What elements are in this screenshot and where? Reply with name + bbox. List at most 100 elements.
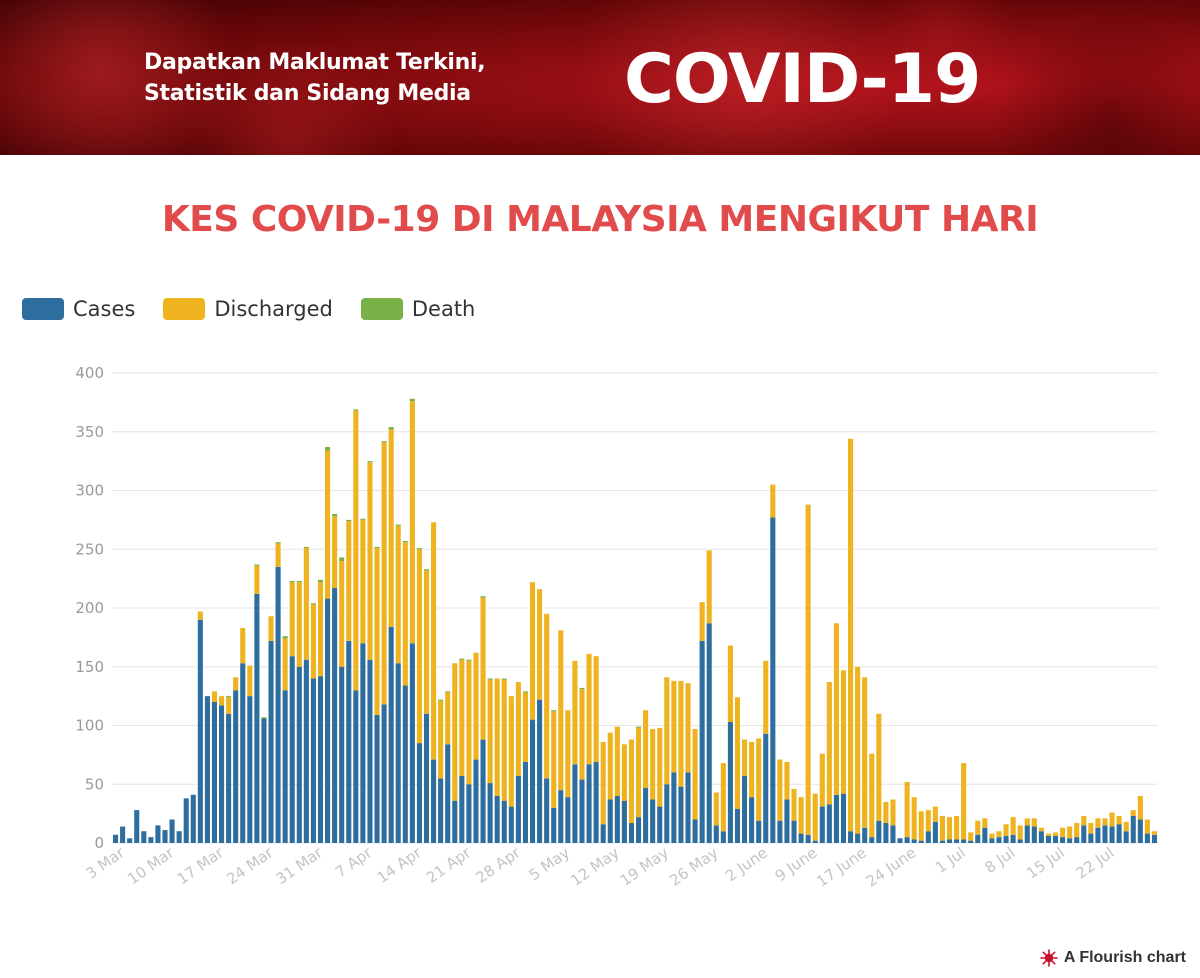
bar-discharged[interactable] xyxy=(883,801,889,824)
bar-discharged[interactable] xyxy=(727,645,733,722)
bar-cases[interactable] xyxy=(826,804,832,843)
bar-cases[interactable] xyxy=(127,838,133,843)
bar-cases[interactable] xyxy=(388,626,394,843)
bar-cases[interactable] xyxy=(296,666,302,843)
bar-discharged[interactable] xyxy=(325,450,331,599)
bar-death[interactable] xyxy=(282,636,288,639)
bar-discharged[interactable] xyxy=(1031,818,1037,827)
bar-discharged[interactable] xyxy=(1109,812,1115,827)
bar-discharged[interactable] xyxy=(303,548,309,660)
bar-cases[interactable] xyxy=(190,794,196,843)
bar-discharged[interactable] xyxy=(791,788,797,821)
bar-discharged[interactable] xyxy=(367,462,373,660)
bar-discharged[interactable] xyxy=(317,582,324,677)
bar-cases[interactable] xyxy=(240,663,246,843)
bar-discharged[interactable] xyxy=(360,519,366,644)
bar-discharged[interactable] xyxy=(473,652,479,760)
bar-cases[interactable] xyxy=(1102,825,1108,844)
bar-discharged[interactable] xyxy=(296,582,302,667)
bar-cases[interactable] xyxy=(586,764,592,843)
bar-cases[interactable] xyxy=(904,837,910,844)
bar-cases[interactable] xyxy=(579,779,585,843)
bar-discharged[interactable] xyxy=(777,759,783,821)
bar-cases[interactable] xyxy=(537,699,543,843)
bar-cases[interactable] xyxy=(431,759,437,843)
bar-discharged[interactable] xyxy=(862,677,868,828)
bar-death[interactable] xyxy=(374,546,380,549)
bar-cases[interactable] xyxy=(494,796,500,843)
bar-cases[interactable] xyxy=(565,797,571,843)
flourish-attribution[interactable]: A Flourish chart xyxy=(1040,947,1186,969)
bar-discharged[interactable] xyxy=(756,738,762,821)
bar-discharged[interactable] xyxy=(1010,817,1016,835)
bar-discharged[interactable] xyxy=(1088,823,1094,834)
bar-discharged[interactable] xyxy=(734,697,741,809)
bar-death[interactable] xyxy=(296,580,302,583)
bar-discharged[interactable] xyxy=(381,442,387,705)
bar-discharged[interactable] xyxy=(763,660,769,734)
bar-cases[interactable] xyxy=(558,790,564,844)
bar-cases[interactable] xyxy=(635,817,642,843)
bar-cases[interactable] xyxy=(1095,827,1101,843)
bar-cases[interactable] xyxy=(261,718,267,843)
bar-discharged[interactable] xyxy=(706,550,712,624)
bar-cases[interactable] xyxy=(1074,837,1080,844)
bar-cases[interactable] xyxy=(897,838,903,843)
bar-discharged[interactable] xyxy=(607,732,613,800)
bar-discharged[interactable] xyxy=(529,582,536,720)
bar-death[interactable] xyxy=(579,687,585,690)
bar-discharged[interactable] xyxy=(452,663,458,801)
bar-cases[interactable] xyxy=(1144,833,1150,843)
bar-discharged[interactable] xyxy=(388,429,394,627)
bar-death[interactable] xyxy=(261,717,267,719)
bar-discharged[interactable] xyxy=(918,811,924,841)
bar-cases[interactable] xyxy=(989,838,995,843)
bar-cases[interactable] xyxy=(1017,839,1023,843)
bar-discharged[interactable] xyxy=(946,817,953,840)
bar-discharged[interactable] xyxy=(480,597,486,740)
bar-discharged[interactable] xyxy=(826,682,832,805)
bar-discharged[interactable] xyxy=(989,833,995,839)
bar-discharged[interactable] xyxy=(508,696,514,807)
bar-death[interactable] xyxy=(438,699,444,701)
bar-discharged[interactable] xyxy=(445,692,451,745)
bar-discharged[interactable] xyxy=(876,713,882,821)
bar-discharged[interactable] xyxy=(346,521,352,641)
bar-discharged[interactable] xyxy=(855,666,861,834)
bar-discharged[interactable] xyxy=(600,741,606,825)
bar-cases[interactable] xyxy=(833,794,839,843)
bar-cases[interactable] xyxy=(593,761,599,843)
bar-discharged[interactable] xyxy=(996,831,1002,838)
bar-discharged[interactable] xyxy=(459,659,465,777)
bar-discharged[interactable] xyxy=(1052,832,1059,836)
bar-discharged[interactable] xyxy=(628,739,635,824)
bar-discharged[interactable] xyxy=(657,727,663,807)
bar-cases[interactable] xyxy=(487,783,493,843)
bar-cases[interactable] xyxy=(699,640,705,843)
bar-discharged[interactable] xyxy=(501,679,507,801)
bar-discharged[interactable] xyxy=(254,565,260,594)
bar-discharged[interactable] xyxy=(975,820,981,835)
bar-discharged[interactable] xyxy=(833,623,839,795)
bar-discharged[interactable] xyxy=(409,401,415,644)
bar-discharged[interactable] xyxy=(310,604,316,679)
bar-cases[interactable] xyxy=(706,623,712,843)
bar-discharged[interactable] xyxy=(961,763,967,840)
bar-cases[interactable] xyxy=(162,830,168,843)
bar-cases[interactable] xyxy=(459,776,465,843)
bar-discharged[interactable] xyxy=(515,682,521,777)
bar-cases[interactable] xyxy=(600,824,606,843)
bar-cases[interactable] xyxy=(607,799,613,843)
bar-cases[interactable] xyxy=(353,690,359,843)
bar-cases[interactable] xyxy=(961,839,967,843)
bar-cases[interactable] xyxy=(148,837,154,844)
bar-discharged[interactable] xyxy=(240,627,246,664)
bar-discharged[interactable] xyxy=(374,548,380,715)
bar-cases[interactable] xyxy=(275,566,281,844)
bar-death[interactable] xyxy=(402,541,408,543)
bar-discharged[interactable] xyxy=(275,543,281,567)
bar-cases[interactable] xyxy=(1130,815,1136,843)
bar-cases[interactable] xyxy=(1137,819,1143,844)
bar-cases[interactable] xyxy=(840,793,847,843)
bar-discharged[interactable] xyxy=(431,522,437,760)
